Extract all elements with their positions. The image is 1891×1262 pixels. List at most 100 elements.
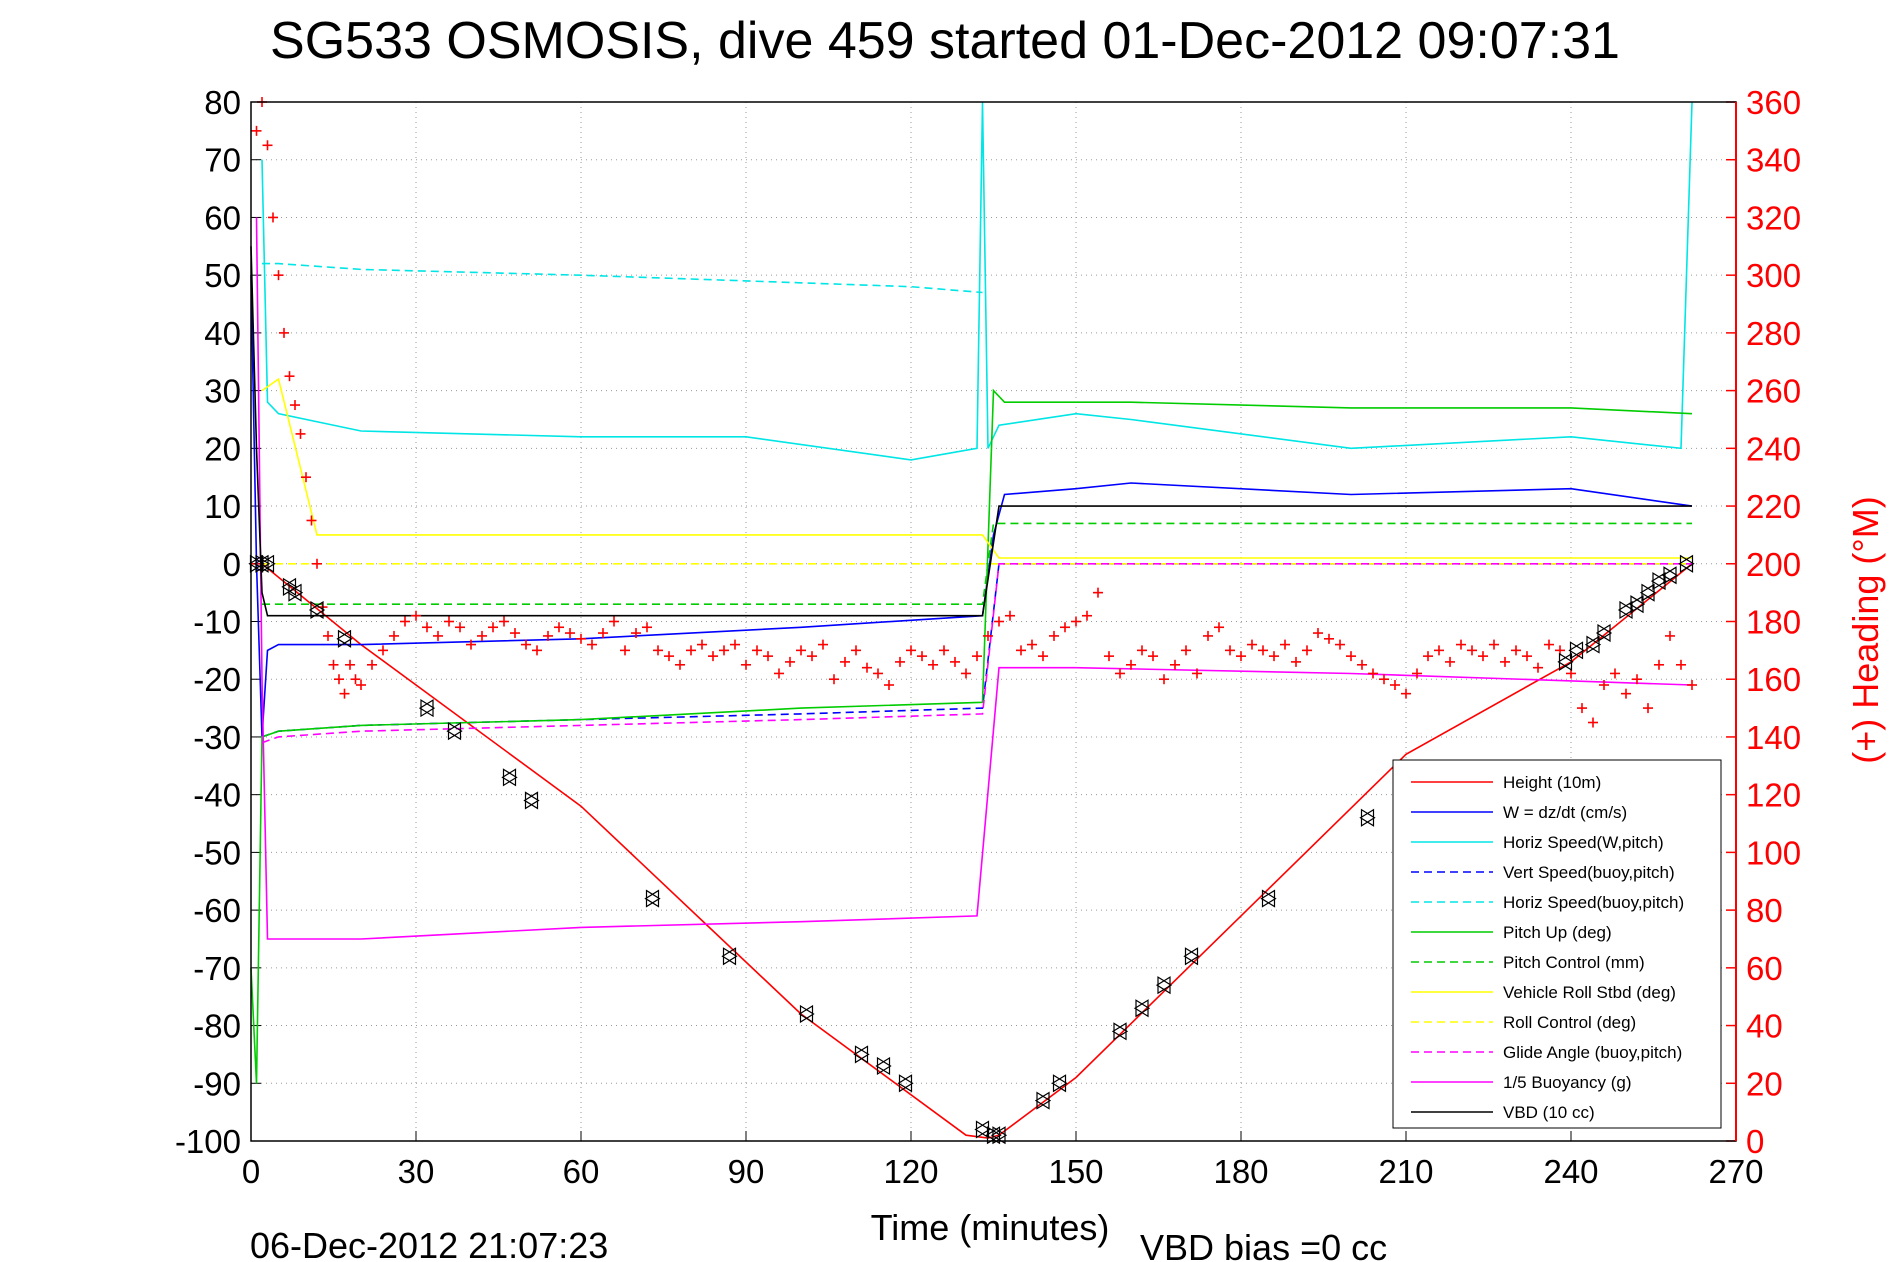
x-tick-label: 120 — [883, 1153, 938, 1190]
heading-point — [1621, 688, 1631, 699]
heading-point — [367, 659, 377, 670]
heading-point — [917, 651, 927, 662]
x-tick-label: 270 — [1708, 1153, 1763, 1190]
legend-label: VBD (10 cc) — [1503, 1103, 1595, 1122]
heading-point — [1181, 645, 1191, 656]
y-tick-label: -90 — [193, 1065, 241, 1102]
y-tick-label: -100 — [175, 1123, 241, 1160]
height-marker — [644, 889, 661, 908]
legend-label: Roll Control (deg) — [1503, 1013, 1636, 1032]
heading-point — [1599, 679, 1609, 690]
y-tick-label: -20 — [193, 661, 241, 698]
heading-point — [400, 616, 410, 627]
x-tick-label: 60 — [563, 1153, 600, 1190]
heading-point — [1280, 639, 1290, 650]
heading-point — [807, 651, 817, 662]
height-marker — [875, 1056, 892, 1076]
heading-point — [1500, 656, 1510, 667]
heading-point — [1313, 628, 1323, 639]
heading-point — [972, 651, 982, 662]
x-axis-label: Time (minutes) — [871, 1207, 1110, 1248]
heading-point — [576, 633, 586, 644]
heading-point — [994, 616, 1004, 627]
heading-point — [928, 659, 938, 670]
heading-point — [279, 327, 289, 338]
legend-label: W = dz/dt (cm/s) — [1503, 803, 1627, 822]
heading-point — [796, 645, 806, 656]
y-right-tick-label: 60 — [1746, 950, 1783, 987]
heading-point — [1511, 645, 1521, 656]
heading-point — [1247, 639, 1257, 650]
height-marker — [897, 1074, 914, 1093]
heading-point — [642, 622, 652, 633]
heading-point — [1005, 610, 1015, 621]
heading-point — [1236, 651, 1246, 662]
heading-point — [1533, 662, 1543, 673]
heading-point — [1632, 674, 1642, 685]
heading-point — [328, 659, 339, 670]
heading-point — [273, 270, 284, 281]
heading-point — [609, 616, 619, 627]
y-tick-label: 70 — [204, 142, 241, 179]
x-tick-label: 90 — [728, 1153, 765, 1190]
heading-point — [950, 656, 960, 667]
y-right-tick-label: 240 — [1746, 430, 1801, 467]
heading-point — [389, 630, 399, 641]
legend-label: Horiz Speed(W,pitch) — [1503, 833, 1664, 852]
heading-point — [1676, 659, 1686, 670]
heading-point — [1379, 674, 1389, 685]
legend-label: Vert Speed(buoy,pitch) — [1503, 863, 1675, 882]
x-tick-label: 30 — [398, 1153, 435, 1190]
y-tick-label: 50 — [204, 257, 241, 294]
heading-point — [350, 674, 361, 685]
heading-point — [686, 645, 696, 656]
legend-label: 1/5 Buoyancy (g) — [1503, 1073, 1632, 1092]
series-layer — [250, 101, 1693, 1139]
y-tick-label: 80 — [204, 84, 241, 121]
heading-point — [1456, 639, 1466, 650]
height-marker — [446, 722, 463, 741]
heading-point — [840, 656, 850, 667]
height-marker — [1557, 652, 1574, 671]
height-marker — [259, 554, 276, 573]
heading-point — [774, 668, 784, 679]
heading-point — [708, 651, 718, 662]
heading-point — [741, 659, 751, 670]
heading-point — [290, 400, 300, 411]
height-marker — [501, 768, 518, 787]
y-tick-label: -30 — [193, 719, 241, 756]
heading-point — [906, 645, 916, 656]
heading-point — [752, 645, 762, 656]
heading-point — [455, 622, 465, 633]
height-marker — [1584, 635, 1602, 654]
heading-point — [664, 651, 674, 662]
heading-point — [1159, 674, 1169, 685]
heading-point — [1489, 639, 1499, 650]
heading-point — [983, 630, 993, 641]
heading-point — [1115, 668, 1125, 679]
heading-point — [433, 630, 443, 641]
height-marker — [1111, 1022, 1129, 1041]
y-right-tick-label: 320 — [1746, 199, 1801, 236]
height-marker — [1628, 595, 1646, 614]
heading-point — [488, 622, 498, 633]
series-line-7 — [261, 377, 1692, 559]
height-marker — [974, 1120, 991, 1139]
height-marker — [1595, 623, 1613, 643]
marker-layer — [248, 554, 1695, 1145]
x-tick-label: 0 — [242, 1153, 260, 1190]
heading-point — [1368, 668, 1378, 679]
legend-label: Glide Angle (buoy,pitch) — [1503, 1043, 1682, 1062]
y-tick-label: 20 — [204, 430, 241, 467]
heading-point — [961, 668, 971, 679]
heading-point — [1654, 659, 1664, 670]
heading-point — [1390, 679, 1400, 690]
heading-layer — [251, 97, 1697, 728]
heading-point — [730, 639, 740, 650]
heading-point — [543, 630, 553, 641]
height-marker — [798, 1004, 815, 1024]
heading-point — [895, 656, 905, 667]
height-marker — [1359, 808, 1376, 827]
heading-point — [1643, 703, 1653, 714]
heading-point — [1423, 651, 1433, 662]
